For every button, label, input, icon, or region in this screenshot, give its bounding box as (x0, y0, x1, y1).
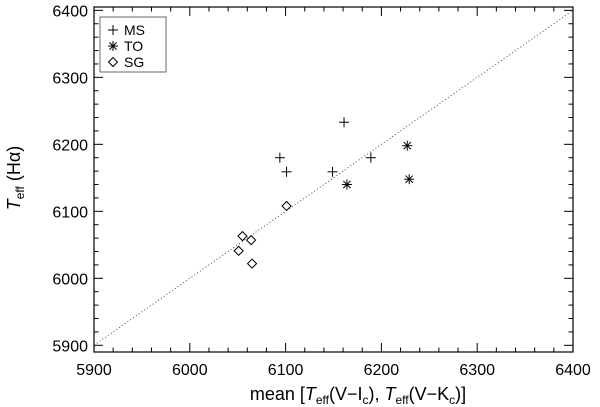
y-tick-label: 6100 (52, 204, 88, 221)
legend-label-ms: MS (124, 22, 145, 38)
point-ms (281, 166, 292, 177)
series-ms (274, 117, 376, 177)
legend-marker-ms (108, 25, 118, 35)
y-tick-label: 6200 (52, 137, 88, 154)
point-sg (237, 230, 248, 242)
point-ms (274, 152, 285, 163)
legend-label-sg: SG (124, 54, 144, 70)
y-tick-label: 5900 (52, 338, 88, 355)
y-tick-label: 6400 (52, 3, 88, 20)
point-to (404, 174, 415, 185)
legend-label-to: TO (124, 38, 143, 54)
axis-ticks (93, 7, 574, 352)
legend-marker-to (108, 41, 118, 51)
y-tick-label: 6300 (52, 70, 88, 87)
reference-line (93, 9, 574, 346)
x-tick-label: 6000 (172, 362, 208, 379)
point-ms (339, 117, 350, 128)
x-tick-label: 6100 (268, 362, 304, 379)
plot-frame (93, 6, 574, 353)
y-tick-label: 6000 (52, 271, 88, 288)
point-to (341, 179, 352, 190)
y-axis-title: Teff (Hα) (4, 146, 27, 211)
tick-labels: 5900 6000 6100 6200 6300 6400 5900 6000 6100 6200… (52, 3, 590, 379)
point-to (402, 140, 413, 151)
point-sg (245, 234, 257, 246)
reference-line-group (93, 9, 574, 346)
x-tick-label: 5900 (76, 362, 112, 379)
point-sg (246, 258, 258, 269)
data-points (233, 117, 415, 269)
point-sg (233, 245, 244, 257)
series-to (341, 140, 415, 190)
legend-marker-sg (107, 56, 119, 68)
plot-border (93, 6, 574, 353)
point-sg (281, 200, 292, 212)
point-ms (327, 166, 338, 177)
series-sg (233, 200, 292, 269)
x-axis-title: mean [Teff(V−Ic), Teff(V−Kc)] (250, 384, 466, 407)
x-tick-label: 6200 (364, 362, 400, 379)
x-tick-label: 6300 (459, 362, 495, 379)
x-tick-label: 6400 (555, 362, 591, 379)
point-ms (365, 152, 376, 163)
